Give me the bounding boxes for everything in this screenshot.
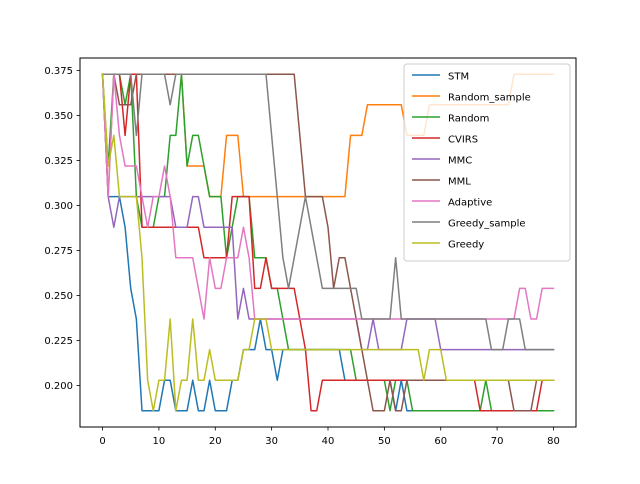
legend-label-mml: MML [448, 177, 471, 188]
y-tick-label: 0.325 [44, 156, 73, 167]
legend-box [403, 63, 571, 262]
x-tick-label: 0 [99, 436, 105, 447]
x-tick-label: 80 [547, 436, 560, 447]
x-tick-label: 40 [322, 436, 335, 447]
x-tick-label: 50 [378, 436, 391, 447]
y-tick-label: 0.200 [44, 381, 73, 392]
legend-label-random-sample: Random_sample [448, 93, 531, 104]
x-tick-label: 60 [434, 436, 447, 447]
x-tick-label: 30 [265, 436, 278, 447]
y-tick-label: 0.350 [44, 111, 73, 122]
y-tick-label: 0.300 [44, 201, 73, 212]
x-tick-label: 20 [209, 436, 222, 447]
series-line-greedy [101, 73, 555, 412]
legend-label-stm: STM [448, 72, 469, 83]
legend: STM Random_sample Random CVIRS MMC MML Adaptiv… [403, 63, 571, 262]
legend-label-greedy-sample: Greedy_sample [448, 219, 526, 230]
series-line-greedy-sample [101, 73, 555, 351]
y-tick-label: 0.225 [44, 336, 73, 347]
x-tick-label: 10 [153, 436, 166, 447]
y-tick-label: 0.375 [44, 66, 73, 77]
legend-label-adaptive: Adaptive [448, 198, 492, 209]
legend-label-random: Random [448, 114, 489, 125]
y-tick-label: 0.250 [44, 291, 73, 302]
x-tick-label: 70 [491, 436, 504, 447]
x-axis: 0 10 20 30 40 50 60 70 80 [99, 427, 560, 447]
legend-label-greedy: Greedy [448, 240, 484, 251]
legend-label-cvirs: CVIRS [448, 135, 478, 146]
y-tick-label: 0.275 [44, 246, 73, 257]
y-axis: 0.200 0.225 0.250 0.275 0.300 0.325 0.350 0.375 [44, 66, 80, 392]
series-layer [101, 73, 555, 412]
legend-label-mmc: MMC [448, 156, 472, 167]
